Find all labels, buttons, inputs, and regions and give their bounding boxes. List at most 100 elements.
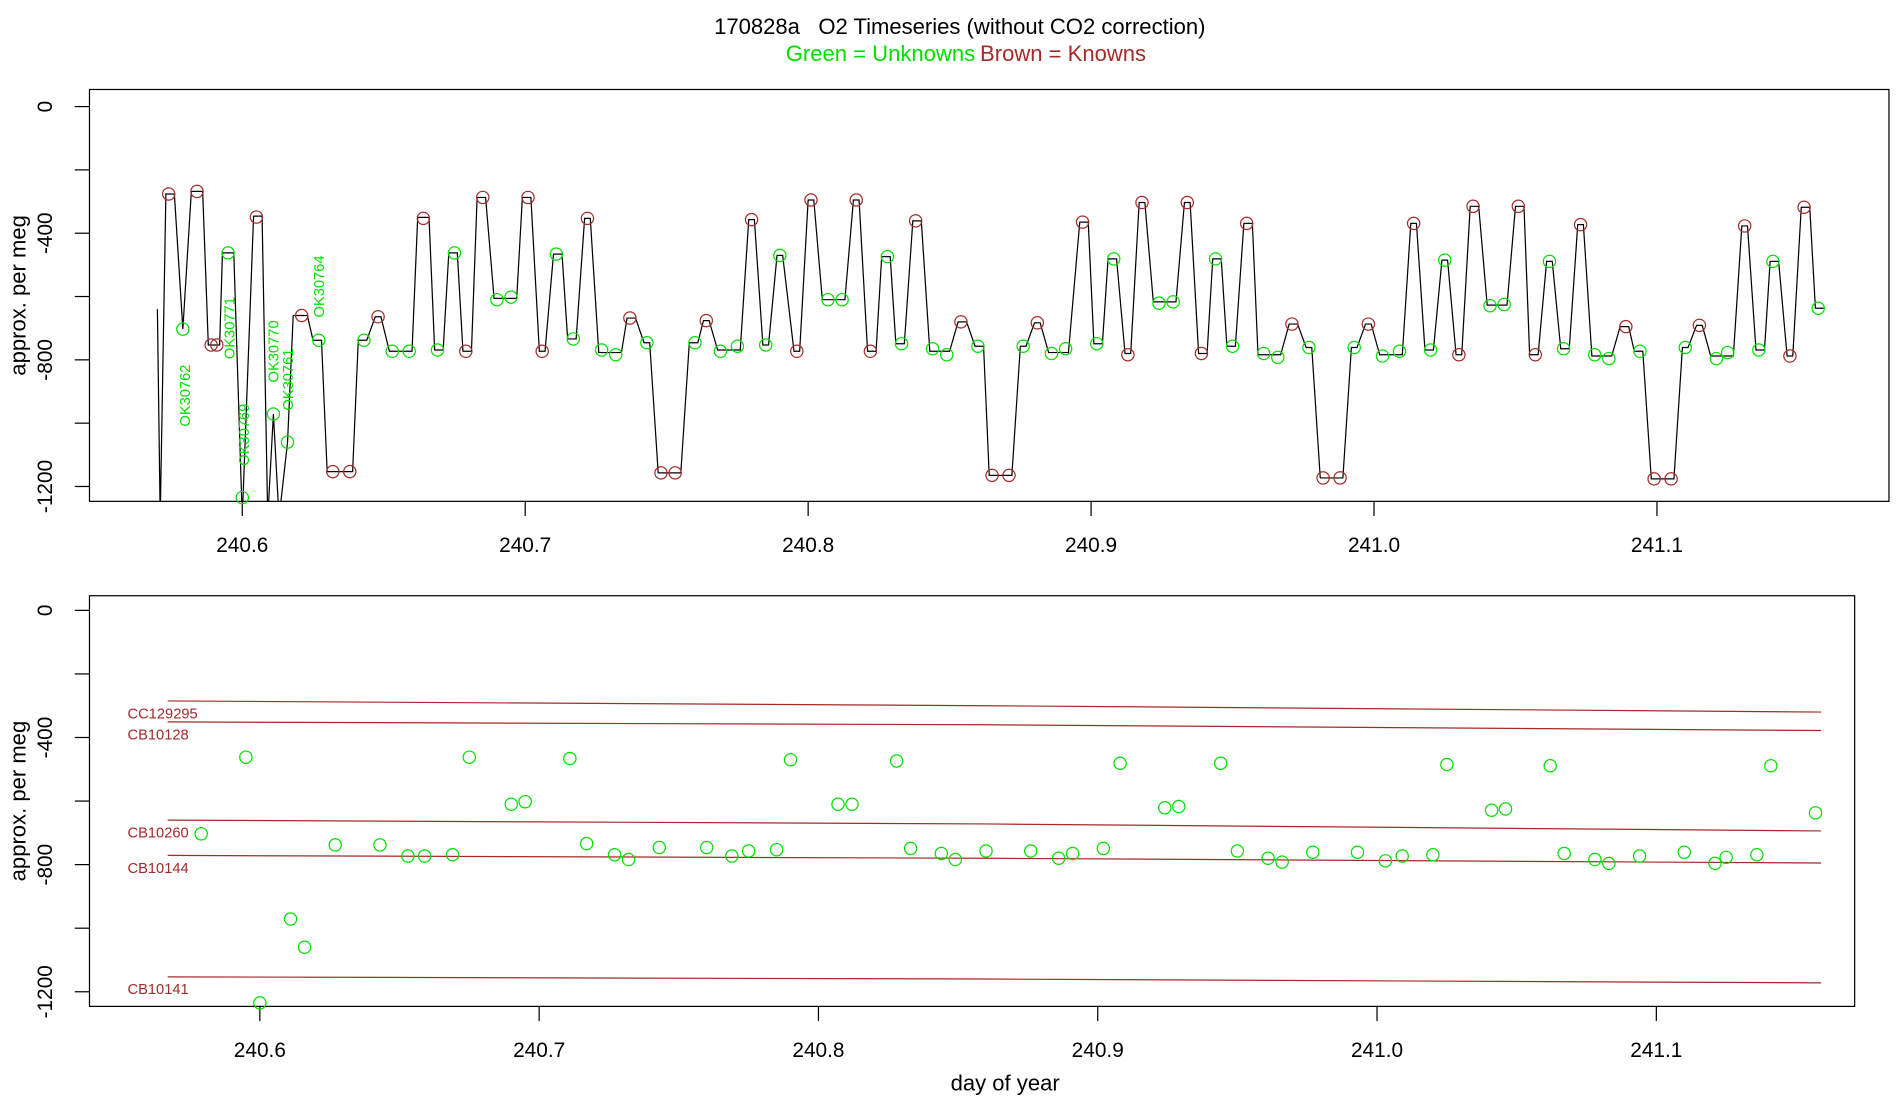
data-point (880, 249, 895, 264)
data-point (1016, 339, 1030, 353)
data-point (699, 313, 714, 328)
x-tick-label: 241.0 (1348, 534, 1400, 557)
data-point (1719, 850, 1733, 865)
data-point (385, 344, 399, 359)
data-point (221, 246, 235, 260)
data-point (1783, 349, 1797, 363)
chart-title: 170828a O2 Timeseries (without CO2 corre… (714, 14, 1205, 39)
data-point (445, 848, 460, 862)
data-point (790, 344, 804, 359)
data-point (1557, 846, 1571, 861)
data-point (1426, 848, 1440, 862)
data-point (1158, 800, 1172, 815)
data-point (235, 490, 250, 505)
data-point (1440, 757, 1454, 772)
data-point (1677, 845, 1692, 859)
data-point (1106, 252, 1121, 266)
data-point (1511, 199, 1526, 214)
data-point (1808, 806, 1823, 820)
data-point (1350, 845, 1365, 859)
data-point (1542, 254, 1557, 269)
data-point (609, 348, 623, 362)
series-line (167, 819, 1822, 832)
data-point (176, 322, 190, 336)
data-point (1709, 351, 1724, 366)
x-tick-label: 240.6 (216, 534, 268, 557)
data-point (1261, 851, 1275, 866)
annotation: OK30761 (281, 349, 297, 411)
data-point (373, 838, 387, 852)
data-point (652, 840, 666, 855)
series-label: CB10260 (127, 826, 188, 842)
x-tick-label: 240.9 (1072, 1039, 1124, 1062)
data-point (566, 332, 581, 346)
data-point (699, 840, 714, 855)
data-point (280, 435, 295, 449)
data-point (1497, 297, 1511, 312)
data-point (1766, 254, 1780, 269)
data-point (161, 187, 176, 201)
data-point (1333, 471, 1347, 485)
y-tick-label: -800 (34, 844, 57, 886)
data-point (1452, 348, 1466, 362)
data-point (804, 193, 818, 207)
data-point (1633, 344, 1647, 359)
data-point (194, 827, 208, 841)
data-point (971, 339, 985, 353)
data-point (1708, 856, 1722, 871)
data-point (549, 247, 564, 261)
data-point (518, 794, 532, 809)
data-point (447, 246, 462, 260)
data-point (328, 838, 343, 852)
data-point (1602, 351, 1616, 366)
data-point (979, 844, 993, 858)
annotation: OK30762 (178, 365, 194, 427)
data-point (1619, 319, 1633, 334)
data-point (1121, 348, 1135, 362)
data-point (402, 344, 416, 359)
series-label: CB10141 (127, 982, 188, 998)
annotation: OK30770 (266, 320, 282, 382)
data-point (908, 214, 923, 228)
y-tick-label: -800 (34, 339, 57, 381)
x-tick-label: 240.6 (234, 1039, 286, 1062)
data-point (326, 464, 340, 479)
data-point (1438, 253, 1452, 267)
data-point (490, 292, 504, 307)
data-point (925, 342, 940, 356)
data-point (1797, 200, 1811, 214)
data-point (1375, 349, 1390, 363)
data-point (204, 338, 218, 352)
y-tick-label: 0 (34, 605, 57, 617)
data-point (623, 311, 637, 325)
x-axis-label: day of year (951, 1071, 1060, 1096)
data-point (1406, 216, 1421, 231)
data-point (401, 849, 415, 863)
data-point (1750, 848, 1764, 862)
y-tick-label: -1200 (34, 965, 57, 1018)
data-point (1152, 296, 1166, 310)
annotation: OK30771 (222, 297, 238, 359)
data-point (1737, 219, 1752, 233)
data-point (1239, 216, 1254, 231)
series-line (156, 190, 1824, 502)
series-label: CB10144 (127, 861, 188, 877)
data-point (521, 190, 535, 205)
data-point (773, 248, 787, 263)
data-point (985, 468, 999, 483)
data-point (894, 336, 909, 351)
data-point (1113, 756, 1127, 770)
data-point (1423, 343, 1438, 357)
data-point (783, 753, 798, 767)
data-point (249, 210, 264, 224)
data-point (1720, 345, 1735, 360)
data-point (563, 751, 577, 766)
data-point (1306, 845, 1320, 859)
y-axis-label: approx. per meg (5, 215, 30, 376)
data-point (1466, 199, 1480, 214)
data-point (1664, 472, 1678, 486)
data-point (476, 190, 490, 205)
series-label: CB10128 (127, 727, 188, 743)
